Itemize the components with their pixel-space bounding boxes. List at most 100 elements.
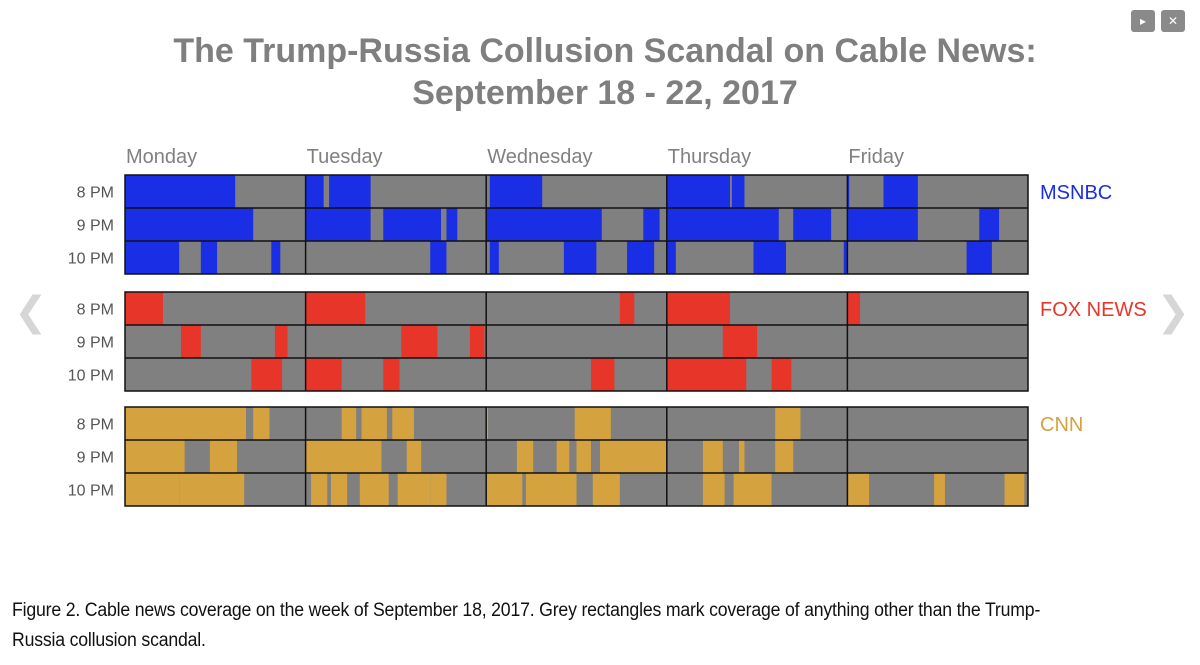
segment-msnbc-row0-0 <box>125 175 236 208</box>
segment-cnn-row1-9 <box>739 440 745 473</box>
group-frame-cnn <box>124 406 1029 507</box>
play-button[interactable]: ▸ <box>1131 10 1155 32</box>
chart-title: The Trump-Russia Collusion Scandal on Ca… <box>0 30 1200 114</box>
next-slide-button[interactable]: ❯ <box>1156 292 1190 332</box>
day-label-monday: Monday <box>126 146 197 168</box>
segment-msnbc-row0-3 <box>489 175 543 208</box>
segment-cnn-row2-2 <box>311 473 328 506</box>
segment-cnn-row0-7 <box>775 407 801 440</box>
segment-fox-news-row1-2 <box>401 325 438 358</box>
segment-msnbc-row2-5 <box>563 241 597 274</box>
segment-cnn-row1-4 <box>516 440 534 473</box>
hour-label-msnbc-0: 8 PM <box>77 185 114 202</box>
segment-cnn-row1-2 <box>305 440 382 473</box>
segment-cnn-row1-10 <box>775 440 794 473</box>
chart-title-line-2: September 18 - 22, 2017 <box>412 74 798 112</box>
segment-cnn-row1-3 <box>406 440 422 473</box>
top-controls: ▸ ✕ <box>1131 10 1185 32</box>
play-icon: ▸ <box>1139 14 1147 28</box>
chevron-right-icon: ❯ <box>1156 289 1190 335</box>
segment-cnn-row1-0 <box>125 440 185 473</box>
segment-msnbc-row2-6 <box>627 241 655 274</box>
segment-cnn-row0-4 <box>392 407 414 440</box>
segment-cnn-row0-1 <box>253 407 270 440</box>
segment-fox-news-row2-1 <box>305 358 342 391</box>
segment-msnbc-row1-9 <box>979 208 1000 241</box>
segment-cnn-row0-2 <box>341 407 357 440</box>
day-label-tuesday: Tuesday <box>307 146 383 168</box>
segment-msnbc-row2-10 <box>966 241 992 274</box>
segment-msnbc-row2-1 <box>200 241 218 274</box>
segment-cnn-row0-6 <box>574 407 611 440</box>
segment-msnbc-row0-5 <box>731 175 745 208</box>
hour-label-cnn-1: 9 PM <box>77 450 114 467</box>
segment-fox-news-row0-1 <box>305 292 366 325</box>
segment-cnn-row1-5 <box>556 440 570 473</box>
segment-fox-news-row2-3 <box>590 358 615 391</box>
segment-msnbc-row1-7 <box>793 208 832 241</box>
chevron-left-icon: ❮ <box>14 289 48 335</box>
network-label-msnbc: MSNBC <box>1040 182 1112 204</box>
day-label-wednesday: Wednesday <box>487 146 592 168</box>
hour-label-cnn-0: 8 PM <box>77 417 114 434</box>
segment-cnn-row2-5 <box>397 473 431 506</box>
segment-msnbc-row2-4 <box>489 241 499 274</box>
segment-msnbc-row0-6 <box>847 175 850 208</box>
hour-label-msnbc-1: 9 PM <box>77 218 114 235</box>
segment-msnbc-row0-4 <box>666 175 731 208</box>
hour-label-fox-news-0: 8 PM <box>77 302 114 319</box>
segment-cnn-row2-13 <box>934 473 945 506</box>
segment-fox-news-row0-4 <box>847 292 861 325</box>
prev-slide-button[interactable]: ❮ <box>14 292 48 332</box>
segment-fox-news-row1-4 <box>722 325 758 358</box>
segment-cnn-row2-10 <box>702 473 725 506</box>
segment-msnbc-row1-8 <box>847 208 918 241</box>
hour-label-cnn-2: 10 PM <box>68 483 114 500</box>
close-icon: ✕ <box>1167 14 1179 28</box>
hour-label-fox-news-2: 10 PM <box>68 368 114 385</box>
segment-cnn-row0-5 <box>486 407 489 440</box>
network-label-fox-news: FOX NEWS <box>1040 299 1147 321</box>
segment-msnbc-row1-1 <box>305 208 371 241</box>
segment-cnn-row2-9 <box>592 473 620 506</box>
group-frame-msnbc <box>124 174 1029 275</box>
segment-fox-news-row1-0 <box>180 325 201 358</box>
segment-cnn-row0-0 <box>125 407 247 440</box>
segment-cnn-row1-7 <box>599 440 667 473</box>
segment-cnn-row2-1 <box>179 473 245 506</box>
segment-cnn-row2-12 <box>847 473 870 506</box>
segment-cnn-row2-4 <box>359 473 389 506</box>
segment-msnbc-row1-4 <box>486 208 602 241</box>
hour-label-msnbc-2: 10 PM <box>68 251 114 268</box>
segment-cnn-row2-7 <box>486 473 523 506</box>
segment-msnbc-row1-3 <box>446 208 458 241</box>
segment-cnn-row2-8 <box>525 473 577 506</box>
segment-cnn-row2-3 <box>330 473 348 506</box>
segment-msnbc-row2-8 <box>753 241 786 274</box>
segment-cnn-row1-8 <box>702 440 723 473</box>
segment-fox-news-row0-2 <box>619 292 635 325</box>
segment-fox-news-row2-0 <box>251 358 283 391</box>
network-label-cnn: CNN <box>1040 414 1083 436</box>
chart-title-line-1: The Trump-Russia Collusion Scandal on Ca… <box>173 32 1037 70</box>
segment-msnbc-row2-9 <box>843 241 848 274</box>
segment-cnn-row2-11 <box>733 473 772 506</box>
segment-msnbc-row2-2 <box>271 241 281 274</box>
segment-cnn-row1-6 <box>576 440 591 473</box>
segment-fox-news-row2-2 <box>383 358 400 391</box>
day-label-friday: Friday <box>848 146 904 168</box>
segment-msnbc-row1-6 <box>666 208 779 241</box>
segment-msnbc-row2-0 <box>125 241 180 274</box>
segment-fox-news-row0-0 <box>125 292 163 325</box>
day-label-thursday: Thursday <box>668 146 751 168</box>
segment-fox-news-row2-4 <box>666 358 747 391</box>
figure-caption: Figure 2. Cable news coverage on the wee… <box>12 600 1041 651</box>
group-frame-fox-news <box>124 291 1029 392</box>
segment-cnn-row1-1 <box>209 440 237 473</box>
close-button[interactable]: ✕ <box>1161 10 1185 32</box>
segment-msnbc-row1-0 <box>125 208 254 241</box>
segment-msnbc-row1-5 <box>643 208 660 241</box>
segment-cnn-row2-6 <box>430 473 447 506</box>
segment-fox-news-row0-3 <box>666 292 731 325</box>
hour-label-fox-news-1: 9 PM <box>77 335 114 352</box>
